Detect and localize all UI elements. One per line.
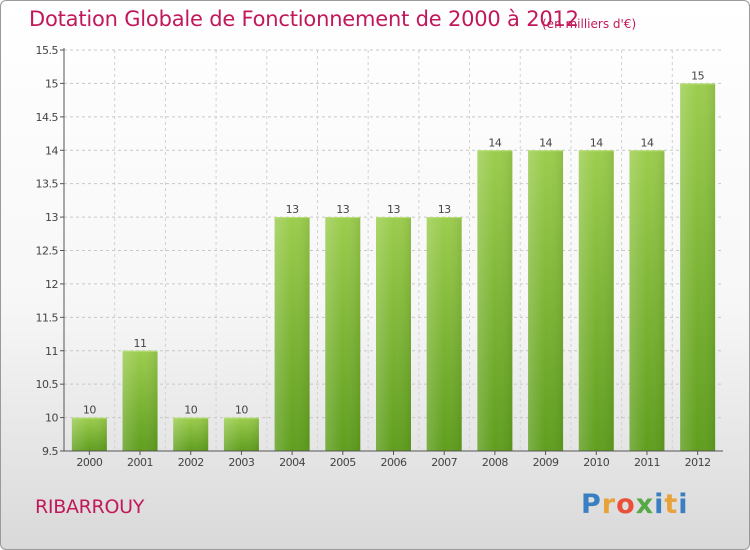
chart-unit: (en milliers d'€): [542, 17, 637, 31]
y-tick-label: 13.5: [36, 178, 59, 191]
data-label: 13: [336, 203, 349, 216]
x-tick-label: 2004: [279, 456, 305, 469]
x-tick-label: 2000: [76, 456, 102, 469]
x-tick-label: 2001: [127, 456, 153, 469]
data-label: 14: [539, 136, 552, 149]
y-tick-label: 10: [45, 412, 58, 425]
y-tick-label: 10.5: [36, 378, 59, 391]
y-tick-label: 12.5: [36, 245, 59, 258]
bar-shine: [477, 150, 513, 451]
data-label: 10: [235, 404, 248, 417]
x-tick-label: 2007: [431, 456, 457, 469]
data-label: 13: [286, 203, 299, 216]
x-tick-label: 2008: [482, 456, 508, 469]
x-tick-label: 2011: [634, 456, 660, 469]
x-tick-label: 2003: [228, 456, 254, 469]
town-name: RIBARROUY: [35, 496, 145, 518]
y-tick-label: 11: [45, 345, 58, 358]
y-tick-label: 12: [45, 278, 58, 291]
axis-layer: [60, 48, 723, 455]
bar-layer: [71, 83, 716, 452]
logo-letter: x: [635, 489, 655, 520]
logo-letter: P: [581, 489, 602, 520]
y-tick-label: 15: [45, 77, 58, 90]
data-label: 10: [83, 404, 96, 417]
logo-letter: i: [654, 489, 665, 520]
bar-shine: [528, 150, 564, 451]
data-label: 15: [691, 69, 704, 82]
data-label: 11: [134, 337, 147, 350]
y-tick-label: 11.5: [36, 311, 59, 324]
data-label: 14: [590, 136, 603, 149]
y-tick-label: 14.5: [36, 111, 59, 124]
logo-letter: o: [616, 489, 636, 520]
bar-shine: [122, 350, 158, 451]
y-tick-label: 13: [45, 211, 58, 224]
x-tick-label: 2012: [685, 456, 711, 469]
data-label: 14: [488, 136, 501, 149]
chart-title: Dotation Globale de Fonctionnement de 20…: [29, 7, 579, 31]
bar-shine: [71, 417, 107, 451]
bar-shine: [376, 217, 411, 451]
x-tick-label: 2010: [583, 456, 609, 469]
bar-chart: 9.5 10 10.5 11 11.5 12 12.5 13 13.5 14 14.5 15 15.5 1…: [36, 44, 723, 469]
bar-shine: [426, 217, 462, 451]
logo-letter: i: [678, 489, 689, 520]
y-tick-label: 15.5: [36, 44, 59, 57]
data-label: 13: [438, 203, 451, 216]
bar-shine: [578, 150, 614, 451]
x-tick-label: 2005: [330, 456, 356, 469]
x-tick-label: 2006: [381, 456, 407, 469]
x-tick-label: 2002: [178, 456, 204, 469]
logo-letter: t: [664, 489, 679, 520]
bar-shine: [680, 83, 716, 452]
bar-shine: [274, 217, 310, 451]
proxiti-logo: Proxiti: [581, 489, 689, 520]
y-tick-label: 14: [45, 144, 58, 157]
logo-letter: r: [601, 489, 617, 520]
bar-shine: [173, 417, 209, 451]
bar-shine: [325, 217, 361, 451]
data-label: 14: [640, 136, 653, 149]
bar-shine: [223, 417, 259, 451]
y-tick-label: 9.5: [42, 445, 58, 458]
label-layer: 9.5 10 10.5 11 11.5 12 12.5 13 13.5 14 14.5 15 15.5 1…: [36, 44, 712, 469]
bar-shine: [629, 150, 665, 451]
data-label: 13: [387, 203, 400, 216]
data-label: 10: [184, 404, 197, 417]
x-tick-label: 2009: [533, 456, 559, 469]
